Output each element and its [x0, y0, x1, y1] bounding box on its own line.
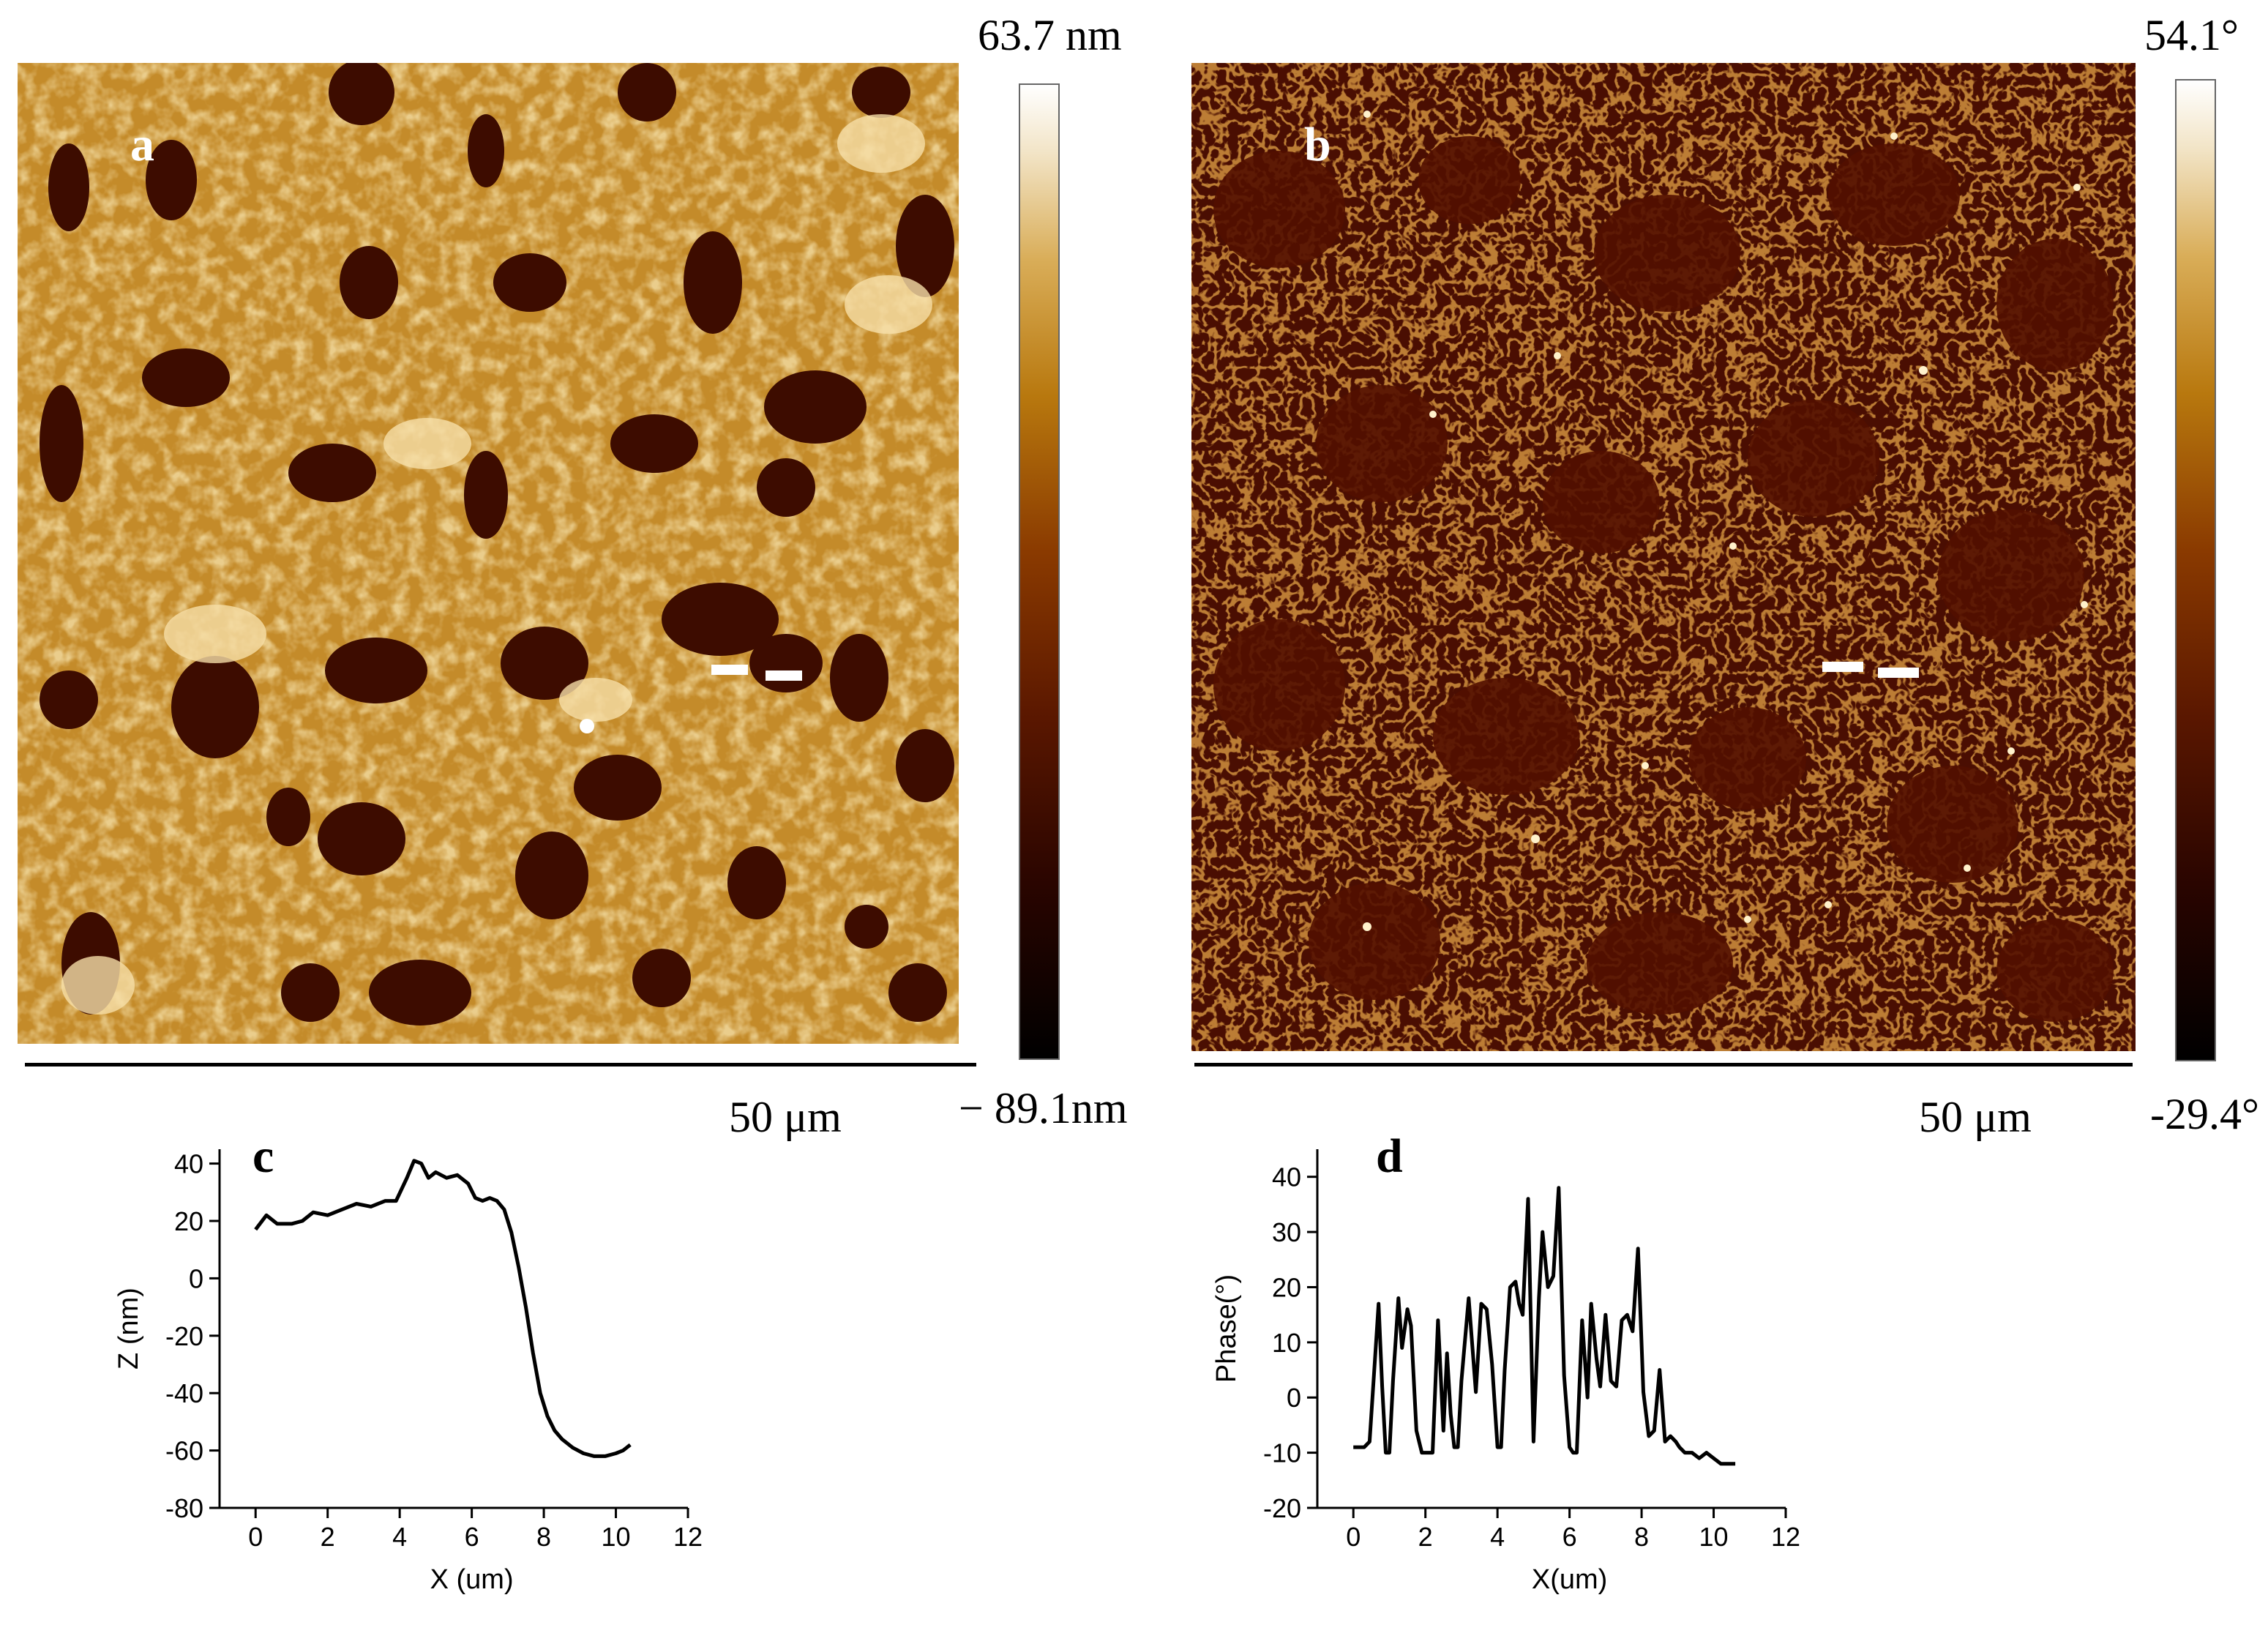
y-tick-label: -80 — [165, 1493, 203, 1523]
x-tick-label: 2 — [1418, 1522, 1433, 1552]
x-tick-label: 4 — [1490, 1522, 1505, 1552]
y-tick-label: 0 — [189, 1263, 203, 1293]
series-line — [254, 1159, 632, 1458]
x-tick-label: 2 — [321, 1522, 335, 1552]
y-tick-label: -40 — [165, 1378, 203, 1408]
x-axis-label: X(um) — [1532, 1564, 1607, 1595]
scale-bar-label: 50 μm — [1919, 1093, 2032, 1141]
x-axis-label: X (um) — [430, 1564, 514, 1595]
x-tick-label: 12 — [1771, 1522, 1800, 1552]
x-tick-label: 6 — [1562, 1522, 1577, 1552]
series-line — [1353, 1186, 1736, 1466]
height-profile-chart: -80 -60 -40 -20 0 20 40 0 2 4 6 8 10 12 X (um) Z (nm) — [113, 1149, 703, 1595]
y-tick-label: 20 — [174, 1206, 203, 1236]
colorbar-max-label: 54.1° — [2144, 11, 2239, 59]
y-tick-label: -60 — [165, 1436, 203, 1466]
x-tick-label: 10 — [1699, 1522, 1729, 1552]
panel-label-c: c — [252, 1129, 274, 1183]
x-tick-label: 6 — [465, 1522, 479, 1552]
line-profile-marker — [711, 665, 748, 675]
y-tick-label: 30 — [1272, 1217, 1301, 1247]
scale-bar — [25, 1063, 976, 1066]
height-colorbar — [1019, 83, 1060, 1060]
y-tick-label: -10 — [1263, 1438, 1301, 1468]
afm-height-highlights — [61, 114, 932, 1015]
y-tick-label: 40 — [174, 1149, 203, 1179]
colorbar-min-label: − 89.1nm — [959, 1084, 1128, 1132]
panel-label-b: b — [1304, 118, 1331, 171]
phase-bright-dots — [1363, 111, 2088, 931]
y-tick-label: -20 — [1263, 1493, 1301, 1523]
x-tick-label: 8 — [1634, 1522, 1649, 1552]
y-tick-label: -20 — [165, 1321, 203, 1351]
x-tick-label: 8 — [536, 1522, 551, 1552]
phase-profile-chart: -20 -10 0 10 20 30 40 0 2 4 6 8 10 12 X(um) Phase(°) — [1211, 1149, 1800, 1595]
phase-domains — [1213, 136, 2114, 1022]
x-tick-label: 0 — [248, 1522, 263, 1552]
afm-phase-image — [1191, 63, 2136, 1051]
panel-label-d: d — [1376, 1129, 1403, 1183]
y-tick-label: 20 — [1272, 1272, 1301, 1302]
bright-spot — [580, 719, 594, 733]
colorbar-max-label: 63.7 nm — [978, 11, 1122, 59]
x-tick-label: 4 — [392, 1522, 407, 1552]
line-profile-marker — [1878, 668, 1919, 678]
afm-height-image — [18, 63, 959, 1044]
x-tick-label: 10 — [602, 1522, 631, 1552]
x-tick-label: 12 — [673, 1522, 703, 1552]
line-profile-marker — [766, 670, 802, 681]
line-profile-marker — [1822, 662, 1863, 672]
y-axis-label: Phase(°) — [1211, 1274, 1242, 1383]
phase-colorbar — [2175, 79, 2216, 1061]
scale-bar — [1194, 1063, 2133, 1066]
y-tick-label: 0 — [1287, 1383, 1301, 1413]
scale-bar-label: 50 μm — [729, 1093, 842, 1141]
colorbar-min-label: -29.4° — [2150, 1090, 2259, 1138]
y-axis-label: Z (nm) — [113, 1288, 144, 1370]
x-tick-label: 0 — [1346, 1522, 1361, 1552]
panel-label-a: a — [130, 118, 154, 171]
y-tick-label: 10 — [1272, 1328, 1301, 1358]
afm-height-pits — [40, 63, 954, 1026]
y-tick-label: 40 — [1272, 1162, 1301, 1192]
